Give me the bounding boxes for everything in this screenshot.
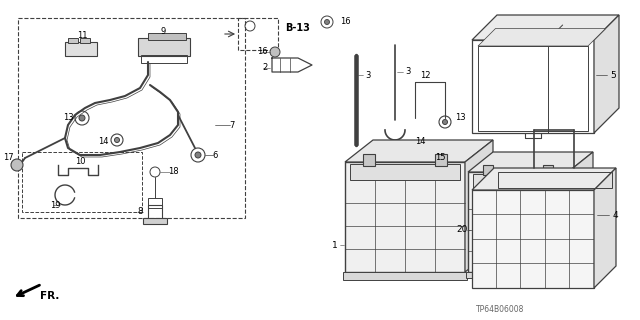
Polygon shape <box>468 152 593 172</box>
Text: 11: 11 <box>77 30 87 39</box>
Circle shape <box>442 119 447 124</box>
Bar <box>466 272 570 278</box>
Text: 18: 18 <box>168 167 179 177</box>
Bar <box>543 165 553 175</box>
Bar <box>138 38 190 56</box>
Bar <box>472 190 594 288</box>
Text: 13: 13 <box>63 113 74 122</box>
Text: TP64B06008: TP64B06008 <box>476 306 524 315</box>
Text: FR.: FR. <box>40 291 60 301</box>
Text: 13: 13 <box>455 114 466 123</box>
Text: 20: 20 <box>456 226 468 235</box>
Text: 10: 10 <box>75 157 85 166</box>
Bar <box>143 218 167 224</box>
Circle shape <box>424 157 436 169</box>
Circle shape <box>324 20 330 25</box>
Text: 7: 7 <box>229 121 235 130</box>
Text: 17: 17 <box>3 154 13 163</box>
Bar <box>478 46 588 131</box>
Polygon shape <box>345 140 493 162</box>
Text: 3: 3 <box>405 68 410 76</box>
Text: 15: 15 <box>435 154 445 163</box>
Bar <box>343 272 467 280</box>
Text: B-13: B-13 <box>285 23 310 33</box>
Bar <box>483 165 493 175</box>
Bar <box>350 164 460 180</box>
Text: 14: 14 <box>415 138 425 147</box>
Text: 19: 19 <box>50 201 60 210</box>
Text: 9: 9 <box>161 28 166 36</box>
Bar <box>435 154 447 166</box>
Circle shape <box>270 47 280 57</box>
Text: 14: 14 <box>98 138 108 147</box>
Polygon shape <box>478 28 605 46</box>
Circle shape <box>11 159 23 171</box>
Circle shape <box>427 145 433 151</box>
Bar <box>472 40 594 133</box>
Polygon shape <box>472 15 619 40</box>
Text: 16: 16 <box>340 18 351 27</box>
Circle shape <box>195 152 201 158</box>
Bar <box>148 33 186 40</box>
Bar <box>22 152 142 212</box>
Bar <box>345 162 465 272</box>
Circle shape <box>115 138 120 142</box>
Bar <box>80 38 90 43</box>
Polygon shape <box>472 168 616 190</box>
Bar <box>148 198 162 208</box>
Text: 12: 12 <box>420 71 430 81</box>
Text: 3: 3 <box>365 70 371 79</box>
Polygon shape <box>594 15 619 133</box>
Text: 16: 16 <box>257 47 268 57</box>
Bar <box>68 38 78 43</box>
Text: 1: 1 <box>332 241 338 250</box>
Bar <box>363 154 375 166</box>
Bar <box>498 172 612 188</box>
Bar <box>65 42 97 56</box>
Text: 8: 8 <box>138 207 143 217</box>
Text: 6: 6 <box>212 150 218 159</box>
Bar <box>238 18 278 50</box>
Bar <box>473 174 563 188</box>
Bar <box>18 18 245 218</box>
Text: 4: 4 <box>613 211 619 220</box>
Text: 5: 5 <box>610 70 616 79</box>
Polygon shape <box>465 140 493 272</box>
Polygon shape <box>568 152 593 272</box>
Polygon shape <box>594 168 616 288</box>
Bar <box>141 55 187 63</box>
Bar <box>468 172 568 272</box>
Circle shape <box>79 115 85 121</box>
Bar <box>148 205 162 223</box>
Text: 2: 2 <box>262 63 268 73</box>
